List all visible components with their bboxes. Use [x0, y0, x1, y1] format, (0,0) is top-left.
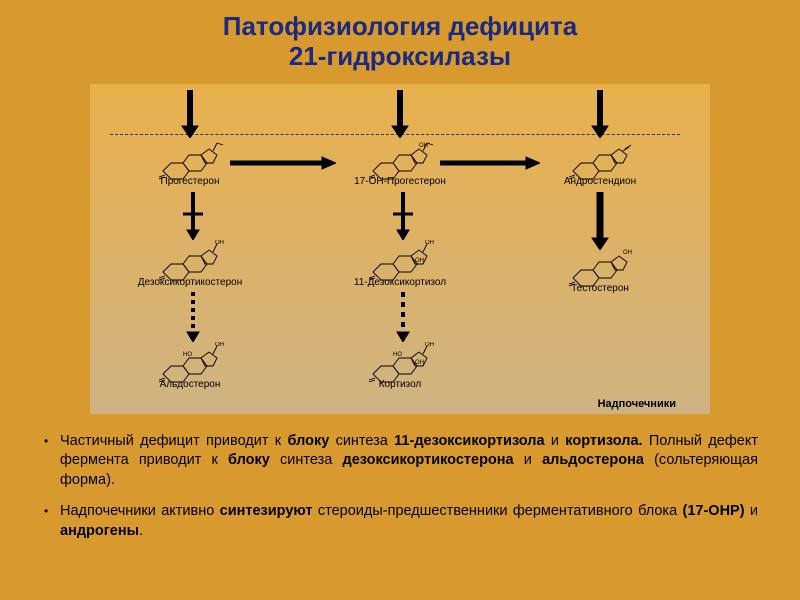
svg-text:HO: HO	[183, 352, 192, 358]
page-title: Патофизиология дефицита 21-гидроксилазы	[0, 0, 800, 78]
label-11deoxycortisol: 11-Дезоксикортизол	[330, 278, 470, 288]
mol-cortisol: OH HO OH Кортизол	[330, 342, 470, 390]
svg-text:OH: OH	[415, 360, 424, 366]
arrow-prog-to-doc	[183, 192, 203, 240]
bullet-list: Частичный дефицит приводит к блоку синте…	[42, 432, 758, 542]
bullet-1: Частичный дефицит приводит к блоку синте…	[42, 432, 758, 491]
title-line1: Патофизиология дефицита	[223, 11, 577, 41]
label-progesterone: Прогестерон	[120, 177, 260, 187]
arrow-prog-to-ohp	[230, 156, 336, 170]
structure-icon: OH HO OH	[365, 342, 435, 384]
svg-text:OH: OH	[425, 342, 434, 348]
diagram-caption: Надпочечники	[598, 398, 676, 410]
label-aldosterone: Альдостерон	[120, 380, 260, 390]
label-testosterone: Тестостерон	[530, 284, 670, 294]
mol-androstenedione: Андростендион	[530, 139, 670, 187]
svg-text:OH: OH	[415, 258, 424, 264]
label-androstenedione: Андростендион	[530, 177, 670, 187]
label-cortisol: Кортизол	[330, 380, 470, 390]
arrow-doc-to-aldo	[183, 292, 203, 342]
svg-text:OH: OH	[215, 240, 224, 246]
label-ohp: 17-OH-Прогестерон	[330, 177, 470, 187]
arrow-andro-to-testo	[590, 192, 610, 250]
structure-icon: OH	[565, 246, 635, 288]
mol-doc: OH Дезоксикортикостерон	[120, 240, 260, 288]
entry-arrow-2	[388, 90, 412, 138]
structure-icon	[155, 139, 225, 181]
entry-arrow-1	[178, 90, 202, 138]
svg-text:OH: OH	[425, 240, 434, 246]
svg-text:HO: HO	[393, 352, 402, 358]
title-line2: 21-гидроксилазы	[289, 41, 511, 71]
structure-icon: OH	[365, 139, 435, 181]
svg-text:OH: OH	[623, 250, 632, 256]
bullet-2: Надпочечники активно синтезируют стероид…	[42, 502, 758, 541]
arrow-ohp-to-11deoxy	[393, 192, 413, 240]
structure-icon: OH	[155, 240, 225, 282]
arrow-11deoxy-to-cortisol	[393, 292, 413, 342]
svg-text:OH: OH	[215, 342, 224, 348]
arrow-ohp-to-andro	[440, 156, 540, 170]
mol-aldosterone: OH HO Альдостерон	[120, 342, 260, 390]
svg-text:OH: OH	[419, 143, 428, 149]
mol-testosterone: OH Тестостерон	[530, 246, 670, 294]
label-doc: Дезоксикортикостерон	[120, 278, 260, 288]
structure-icon: OH HO	[155, 342, 225, 384]
pathway-diagram: Прогестерон OH 17-OH-Прогестерон	[90, 84, 710, 414]
mol-11deoxycortisol: OH OH 11-Дезоксикортизол	[330, 240, 470, 288]
structure-icon: OH OH	[365, 240, 435, 282]
structure-icon	[565, 139, 635, 181]
entry-arrow-3	[588, 90, 612, 138]
